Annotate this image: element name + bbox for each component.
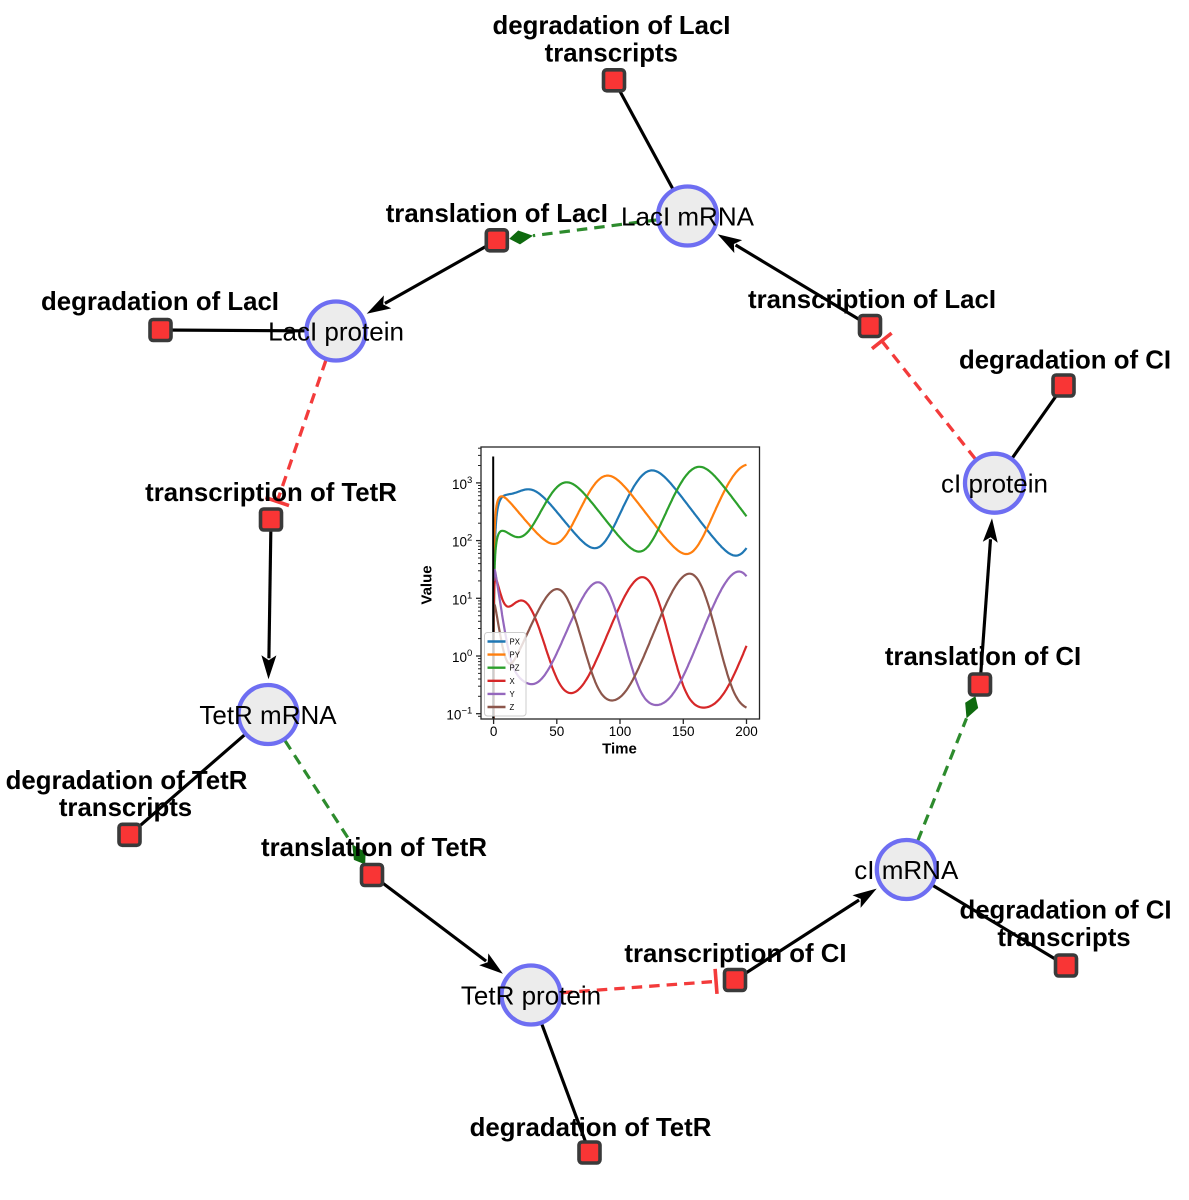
svg-text:degradation of TetR: degradation of TetR <box>6 767 248 795</box>
svg-text:cI protein: cI protein <box>941 469 1048 499</box>
svg-text:X: X <box>510 677 516 686</box>
svg-text:PY: PY <box>510 651 521 660</box>
svg-text:50: 50 <box>549 724 564 739</box>
svg-text:transcription of CI: transcription of CI <box>624 940 846 968</box>
svg-text:translation of CI: translation of CI <box>885 643 1081 671</box>
svg-text:translation of LacI: translation of LacI <box>386 200 608 228</box>
svg-text:translation of TetR: translation of TetR <box>261 834 487 862</box>
svg-text:degradation of CI: degradation of CI <box>959 347 1171 375</box>
svg-text:200: 200 <box>735 724 758 739</box>
svg-text:degradation of LacI: degradation of LacI <box>493 12 731 40</box>
svg-text:transcription of LacI: transcription of LacI <box>748 286 996 314</box>
svg-text:150: 150 <box>672 724 695 739</box>
svg-text:0: 0 <box>490 724 498 739</box>
svg-text:PZ: PZ <box>510 664 520 673</box>
svg-text:100: 100 <box>609 724 632 739</box>
svg-text:transcripts: transcripts <box>545 40 678 68</box>
svg-text:degradation of CI: degradation of CI <box>959 897 1171 925</box>
svg-text:degradation of LacI: degradation of LacI <box>41 288 279 316</box>
svg-text:Z: Z <box>510 703 515 712</box>
svg-text:PX: PX <box>510 638 521 647</box>
svg-text:Value: Value <box>419 565 436 604</box>
svg-text:transcripts: transcripts <box>997 924 1130 952</box>
svg-text:degradation of TetR: degradation of TetR <box>470 1114 712 1142</box>
svg-text:TetR mRNA: TetR mRNA <box>199 700 337 730</box>
svg-text:LacI protein: LacI protein <box>268 317 404 347</box>
svg-text:cI mRNA: cI mRNA <box>854 855 959 885</box>
svg-text:transcription of TetR: transcription of TetR <box>145 479 397 507</box>
svg-text:Y: Y <box>510 690 516 699</box>
svg-text:TetR protein: TetR protein <box>461 981 601 1011</box>
svg-text:LacI mRNA: LacI mRNA <box>621 202 755 232</box>
svg-text:Time: Time <box>602 741 637 758</box>
svg-text:transcripts: transcripts <box>59 794 192 822</box>
